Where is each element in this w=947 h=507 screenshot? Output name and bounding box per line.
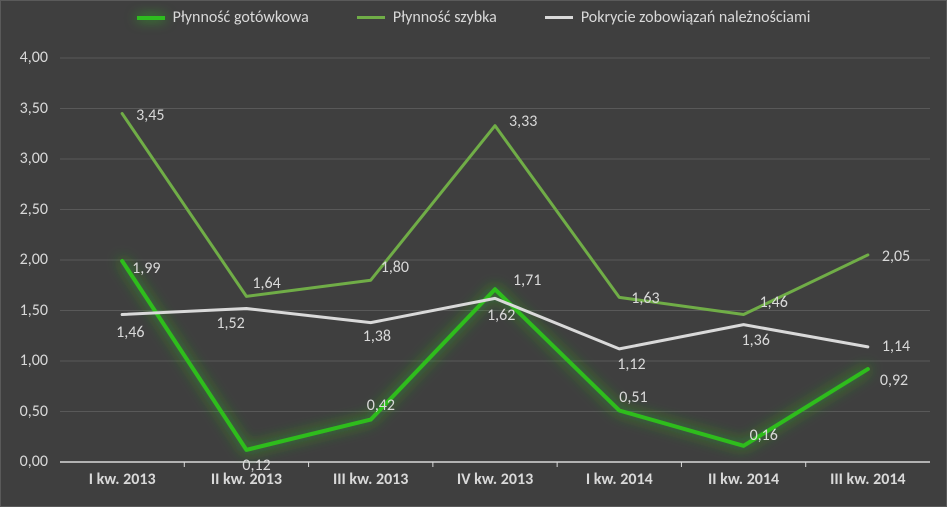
data-label: 1,71 xyxy=(513,271,541,290)
data-label: 1,12 xyxy=(617,355,645,374)
data-label: 0,12 xyxy=(242,456,270,475)
data-label: 1,99 xyxy=(132,259,160,278)
data-label: 3,45 xyxy=(136,106,164,125)
data-label: 0,51 xyxy=(619,388,647,407)
x-category-label: I kw. 2013 xyxy=(72,470,172,489)
data-label: 1,46 xyxy=(760,293,788,312)
data-label: 3,33 xyxy=(509,112,537,131)
y-tick-label: 3,00 xyxy=(20,149,48,168)
data-label: 1,38 xyxy=(363,327,391,346)
data-label: 0,16 xyxy=(750,426,778,445)
y-tick-label: 4,00 xyxy=(20,48,48,67)
x-category-label: IV kw. 2013 xyxy=(445,470,545,489)
data-label: 1,36 xyxy=(742,331,770,350)
y-tick-label: 1,50 xyxy=(20,301,48,320)
data-label: 1,62 xyxy=(487,306,515,325)
y-tick-label: 2,00 xyxy=(20,250,48,269)
y-tick-label: 0,00 xyxy=(20,452,48,471)
x-category-label: I kw. 2014 xyxy=(569,470,669,489)
y-tick-label: 2,50 xyxy=(20,200,48,219)
x-category-label: III kw. 2013 xyxy=(321,470,421,489)
chart-plot xyxy=(0,0,947,507)
x-category-label: II kw. 2014 xyxy=(694,470,794,489)
liquidity-chart: Płynność gotówkowaPłynność szybkaPokryci… xyxy=(0,0,947,507)
data-label: 1,52 xyxy=(216,314,244,333)
data-label: 1,14 xyxy=(882,337,910,356)
data-label: 2,05 xyxy=(882,247,910,266)
y-tick-label: 1,00 xyxy=(20,351,48,370)
data-label: 0,42 xyxy=(367,396,395,415)
data-label: 1,80 xyxy=(381,258,409,277)
data-label: 1,64 xyxy=(252,274,280,293)
data-label: 1,63 xyxy=(631,289,659,308)
x-category-label: III kw. 2014 xyxy=(818,470,918,489)
y-tick-label: 0,50 xyxy=(20,402,48,421)
data-label: 0,92 xyxy=(880,371,908,390)
y-tick-label: 3,50 xyxy=(20,99,48,118)
data-label: 1,46 xyxy=(116,323,144,342)
